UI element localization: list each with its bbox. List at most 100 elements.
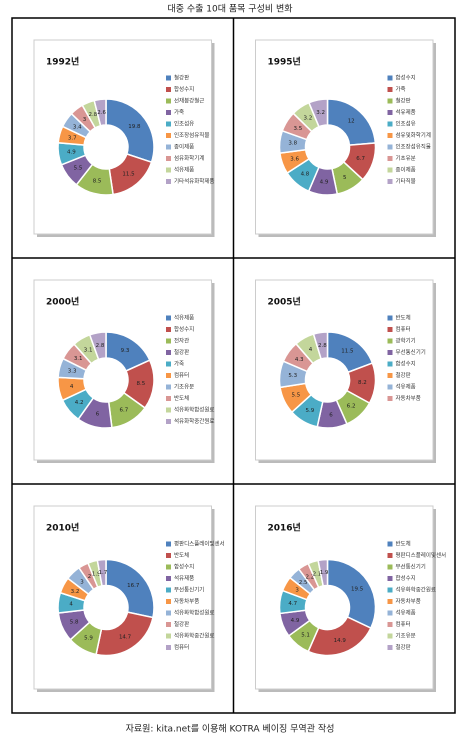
legend-label: 석유제품	[174, 574, 194, 582]
legend-label: 합성수지	[174, 563, 194, 571]
legend-label: 전자관	[174, 337, 189, 345]
data-label: 2.1	[313, 572, 322, 578]
legend-label: 합성수지	[396, 74, 416, 82]
chart-title: 2010년	[46, 522, 79, 534]
legend-label: 무선통신기기	[174, 586, 204, 594]
donut-segment	[95, 611, 154, 657]
chart-title: 2005년	[268, 296, 301, 308]
data-label: 11.5	[341, 349, 354, 355]
legend-label: 종이제품	[396, 166, 416, 174]
legend-swatch	[166, 156, 171, 161]
donut-segment	[105, 98, 155, 164]
chart-title: 2016년	[268, 522, 301, 534]
legend-swatch	[166, 133, 171, 138]
legend-label: 섬유화학기계	[174, 154, 204, 162]
data-label: 1.9	[320, 570, 329, 576]
data-label: 3.1	[84, 347, 93, 353]
data-label: 3.2	[71, 589, 80, 595]
legend-swatch	[387, 622, 393, 627]
data-label: 4.3	[295, 357, 304, 363]
legend-swatch	[166, 361, 171, 367]
legend-label: 컴퓨터	[396, 620, 411, 628]
legend-swatch	[166, 564, 171, 570]
data-label: 2.8	[318, 343, 327, 349]
data-label: 2.2	[306, 575, 315, 581]
legend-label: 철강판	[174, 348, 189, 356]
legend-label: 종이제품	[174, 143, 194, 151]
legend-label: 합성수지	[396, 360, 416, 368]
data-label: 3.2	[304, 116, 313, 122]
data-label: 3.3	[68, 369, 77, 375]
legend-label: 인조장섬유직물	[174, 131, 209, 139]
legend-swatch	[166, 87, 171, 92]
legend-label: 석유화학합성원료	[174, 406, 214, 414]
legend-swatch	[387, 396, 393, 401]
legend-swatch	[387, 133, 393, 138]
legend-swatch	[387, 564, 393, 570]
donut-segment	[96, 558, 107, 587]
legend-label: 기초유분	[396, 154, 416, 162]
data-label: 12	[348, 119, 355, 125]
data-label: 2.8	[89, 112, 98, 118]
legend-label: 합성수지	[174, 85, 194, 93]
legend-label: 철강판	[396, 97, 411, 105]
legend-swatch	[166, 384, 171, 390]
legend-label: 철강판	[396, 371, 411, 379]
legend-swatch	[387, 541, 393, 547]
data-label: 6	[329, 412, 333, 418]
legend-swatch	[166, 315, 171, 321]
data-label: 1.9	[92, 571, 101, 577]
data-label: 5.5	[292, 393, 301, 399]
data-label: 9.3	[121, 348, 130, 354]
legend-swatch	[387, 87, 393, 92]
legend-label: 반도체	[174, 394, 189, 402]
data-label: 6.7	[119, 408, 128, 414]
chart-title: 2000년	[46, 296, 79, 308]
legend-label: 석유제품	[396, 383, 416, 391]
donut-segment	[88, 331, 107, 361]
legend-swatch	[166, 167, 171, 173]
data-label: 1.7	[98, 570, 107, 576]
legend-label: 가죽	[174, 108, 184, 116]
data-label: 2.5	[299, 580, 308, 586]
data-label: 4	[309, 347, 313, 353]
data-label: 6	[96, 411, 100, 417]
legend-swatch	[166, 610, 171, 616]
legend-swatch	[166, 350, 171, 355]
data-label: 4.8	[301, 171, 310, 177]
legend-swatch	[387, 633, 393, 639]
legend-swatch	[387, 350, 393, 355]
legend-swatch	[387, 179, 393, 184]
data-label: 19.5	[351, 586, 364, 592]
data-label: 4	[70, 384, 74, 390]
legend-swatch	[166, 373, 171, 378]
donut-segment	[312, 331, 329, 360]
legend-swatch	[387, 167, 393, 173]
data-label: 4.2	[75, 400, 84, 406]
data-label: 8.2	[358, 380, 367, 386]
legend-label: 석유제품	[174, 166, 194, 174]
legend-swatch	[387, 338, 393, 344]
data-label: 3	[83, 117, 87, 123]
legend-swatch	[166, 396, 171, 401]
legend-label: 무선통신기기	[396, 563, 426, 571]
data-label: 16.7	[127, 583, 140, 589]
legend-label: 철강판	[174, 620, 189, 628]
data-label: 3	[80, 580, 84, 586]
legend-label: 자동차부품	[396, 597, 421, 605]
legend-label: 광학기기	[396, 337, 416, 345]
legend-label: 석유제품	[174, 314, 194, 322]
legend-label: 평판디스플레이및센서	[396, 551, 447, 559]
legend-swatch	[387, 576, 393, 581]
legend-label: 인조섬유	[174, 120, 194, 128]
legend-swatch	[166, 419, 171, 424]
legend-swatch	[387, 315, 393, 321]
legend-label: 기타직물	[396, 177, 416, 185]
legend-label: 합성수지	[174, 325, 194, 333]
data-label: 11.5	[122, 171, 135, 177]
source-note: 자료원: kita.net를 이용해 KOTRA 베이징 무역관 작성	[126, 724, 335, 735]
legend-swatch	[166, 599, 171, 604]
legend-label: 컴퓨터	[174, 371, 189, 379]
donut-segment	[93, 98, 107, 127]
legend-swatch	[387, 361, 393, 367]
